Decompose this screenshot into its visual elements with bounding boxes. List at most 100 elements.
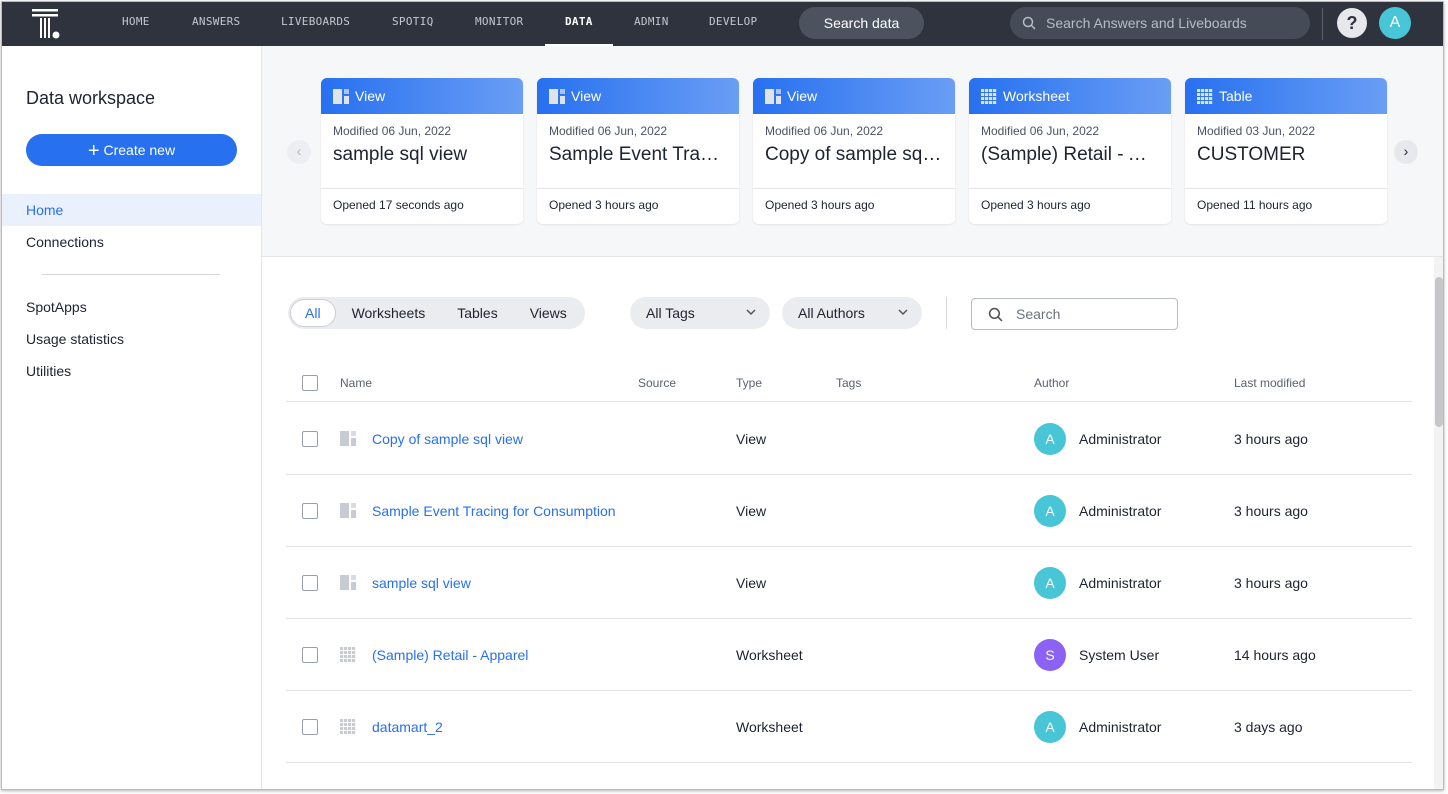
nav-develop[interactable]: DEVELOP [709,15,758,28]
card-modified: Modified 03 Jun, 2022 [1197,124,1316,138]
card-modified: Modified 06 Jun, 2022 [981,124,1100,138]
nav-admin[interactable]: ADMIN [634,15,669,28]
item-name-link[interactable]: sample sql view [372,575,471,591]
card-header: View [537,78,739,114]
view-icon [333,89,349,104]
item-modified: 3 hours ago [1234,575,1308,591]
search-answers-input[interactable]: Search Answers and Liveboards [1010,7,1310,39]
card-title: Sample Event Tracing for Consumption [549,144,739,165]
nav-liveboards[interactable]: LIVEBOARDS [281,15,351,28]
chevron-down-icon [746,309,756,316]
item-author: Administrator [1079,431,1162,447]
authors-dropdown[interactable]: All Authors [782,297,922,329]
item-type: Worksheet [736,647,803,663]
top-nav: HOME ANSWERS LIVEBOARDS SPOTIQ MONITOR DATA AD… [2,2,1443,46]
row-checkbox[interactable] [302,575,318,591]
filter-all[interactable]: All [290,299,336,327]
carousel-next-button[interactable]: › [1394,140,1418,164]
card-header: View [321,78,523,114]
author-avatar: A [1034,711,1066,743]
create-new-button[interactable]: + Create new [26,134,237,166]
search-data-button[interactable]: Search data [799,7,924,39]
help-button[interactable]: ? [1337,8,1367,38]
card-opened: Opened 3 hours ago [969,188,1171,221]
table-row[interactable]: Copy of sample sql view View A Administrato… [286,403,1412,475]
card-type: View [787,88,818,104]
table-row[interactable]: sample sql view View A Administrator 3 hours… [286,547,1412,619]
row-checkbox[interactable] [302,647,318,663]
nav-home[interactable]: HOME [122,15,150,28]
item-author: Administrator [1079,575,1162,591]
nav-answers[interactable]: ANSWERS [192,15,241,28]
card-modified: Modified 06 Jun, 2022 [333,124,452,138]
card-title: Copy of sample sql view [765,144,955,165]
carousel-prev-button[interactable]: ‹ [287,140,311,164]
item-name-link[interactable]: (Sample) Retail - Apparel [372,647,529,663]
list-search-input[interactable]: Search [971,298,1178,330]
recent-card[interactable]: Worksheet Modified 06 Jun, 2022 (Sample) R… [969,78,1171,224]
view-icon [765,89,781,104]
card-type: View [571,88,602,104]
sidebar-item-usage-statistics[interactable]: Usage statistics [26,331,125,347]
tags-label: All Tags [646,305,695,321]
sidebar-item-home[interactable]: Home [2,194,261,226]
item-name-link[interactable]: Sample Event Tracing for Consumption [372,503,616,519]
recent-card[interactable]: Table Modified 03 Jun, 2022 CUSTOMER Opened… [1185,78,1387,224]
col-author[interactable]: Author [1034,376,1070,390]
nav-data[interactable]: DATA [545,2,613,46]
recent-card[interactable]: View Modified 06 Jun, 2022 sample sql view… [321,78,523,224]
filter-views[interactable]: Views [529,305,567,321]
card-header: Table [1185,78,1387,114]
row-checkbox[interactable] [302,503,318,519]
view-icon [549,89,565,104]
card-modified: Modified 06 Jun, 2022 [765,124,884,138]
divider [946,297,947,329]
table-row[interactable]: datamart_2 Worksheet A Administrator 3 days … [286,691,1412,763]
worksheet-icon [981,89,997,104]
sidebar-item-spotapps[interactable]: SpotApps [26,299,87,315]
select-all-checkbox[interactable] [302,375,318,391]
item-author: Administrator [1079,719,1162,735]
col-tags[interactable]: Tags [836,376,862,390]
col-type[interactable]: Type [736,376,763,390]
recent-card[interactable]: View Modified 06 Jun, 2022 Sample Event Tr… [537,78,739,224]
item-type: Worksheet [736,719,803,735]
card-title: (Sample) Retail - Apparel [981,144,1171,165]
col-last-modified[interactable]: Last modified [1234,376,1306,390]
tags-dropdown[interactable]: All Tags [630,297,770,329]
chevron-down-icon [898,309,908,316]
create-label: Create new [103,142,176,158]
nav-monitor[interactable]: MONITOR [475,15,524,28]
view-icon [340,503,356,518]
scrollbar-thumb[interactable] [1435,277,1443,427]
row-checkbox[interactable] [302,431,318,447]
sidebar-item-utilities[interactable]: Utilities [26,363,72,379]
divider [1322,8,1323,40]
item-name-link[interactable]: Copy of sample sql view [372,431,523,447]
card-opened: Opened 3 hours ago [537,188,739,221]
filter-worksheets[interactable]: Worksheets [351,305,426,321]
recent-card[interactable]: View Modified 06 Jun, 2022 Copy of sample … [753,78,955,224]
thoughtspot-logo[interactable] [32,9,62,39]
table-row[interactable]: Sample Event Tracing for Consumption View… [286,475,1412,547]
row-checkbox[interactable] [302,719,318,735]
card-opened: Opened 17 seconds ago [321,188,523,221]
card-type: Worksheet [1003,88,1070,104]
col-source[interactable]: Source [638,376,677,390]
col-name[interactable]: Name [340,376,373,390]
card-type: View [355,88,386,104]
authors-label: All Authors [798,305,865,321]
view-icon [340,431,356,446]
filter-tables[interactable]: Tables [457,305,498,321]
card-header: Worksheet [969,78,1171,114]
user-avatar[interactable]: A [1379,7,1411,39]
nav-spotiq[interactable]: SPOTIQ [392,15,434,28]
item-modified: 3 days ago [1234,719,1303,735]
plus-icon: + [87,140,100,162]
table-row[interactable]: (Sample) Retail - Apparel Worksheet S Syste… [286,619,1412,691]
sidebar-item-connections[interactable]: Connections [26,234,104,250]
table-icon [1197,89,1213,104]
item-name-link[interactable]: datamart_2 [372,719,443,735]
author-avatar: A [1034,567,1066,599]
scrollbar[interactable] [1434,257,1443,789]
